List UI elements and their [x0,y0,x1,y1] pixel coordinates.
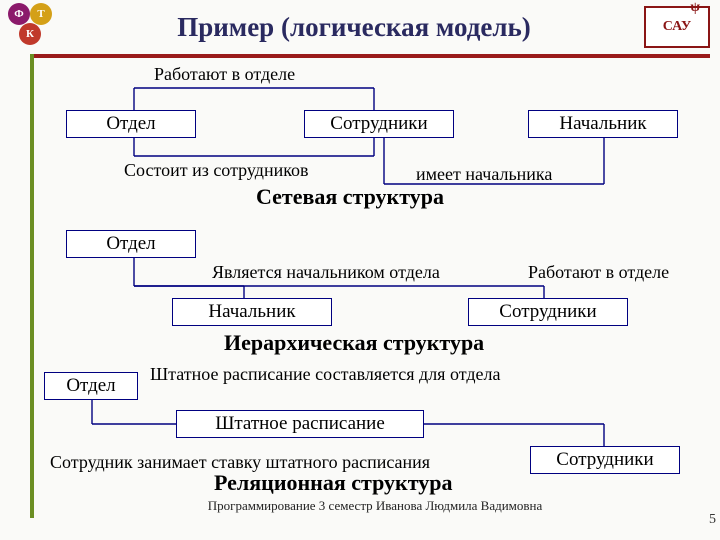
box-boss-1: Начальник [528,110,678,138]
box-schedule: Штатное расписание [176,410,424,438]
header: Ф Т К Пример (логическая модель) ψ САУ [0,0,720,54]
logo-circle-t: Т [30,3,52,25]
logo-right-text: САУ [663,19,692,35]
slide-title: Пример (логическая модель) [64,12,644,43]
box-dept-3: Отдел [44,372,138,400]
logo-circle-k: К [19,23,41,45]
page-number: 5 [709,512,716,528]
label-is-boss-of: Является начальником отдела [212,262,440,283]
box-dept-1: Отдел [66,110,196,138]
box-boss-2: Начальник [172,298,332,326]
label-consists-of: Состоит из сотрудников [124,160,309,181]
label-has-boss: имеет начальника [416,164,552,185]
heading-network: Сетевая структура [256,184,444,210]
diagram-stage: Работают в отделе Отдел Сотрудники Начал… [44,64,706,512]
logo-circle-f: Ф [8,3,30,25]
rule-horizontal [34,54,710,58]
heading-relational: Реляционная структура [214,470,452,496]
box-employees-2: Сотрудники [468,298,628,326]
label-schedule-for-dept: Штатное расписание составляется для отде… [150,364,500,385]
heading-hierarchical: Иерархическая структура [224,330,484,356]
label-works-in-dept: Работают в отделе [154,64,295,85]
box-employees-3: Сотрудники [530,446,680,474]
logo-right: ψ САУ [644,6,710,48]
footer-text: Программирование 3 семестр Иванова Людми… [44,498,706,514]
trident-icon: ψ [690,0,700,16]
box-dept-2: Отдел [66,230,196,258]
rule-vertical [30,54,34,518]
logo-left: Ф Т К [6,1,64,53]
box-employees-1: Сотрудники [304,110,454,138]
label-work-in-dept-2: Работают в отделе [528,262,669,283]
